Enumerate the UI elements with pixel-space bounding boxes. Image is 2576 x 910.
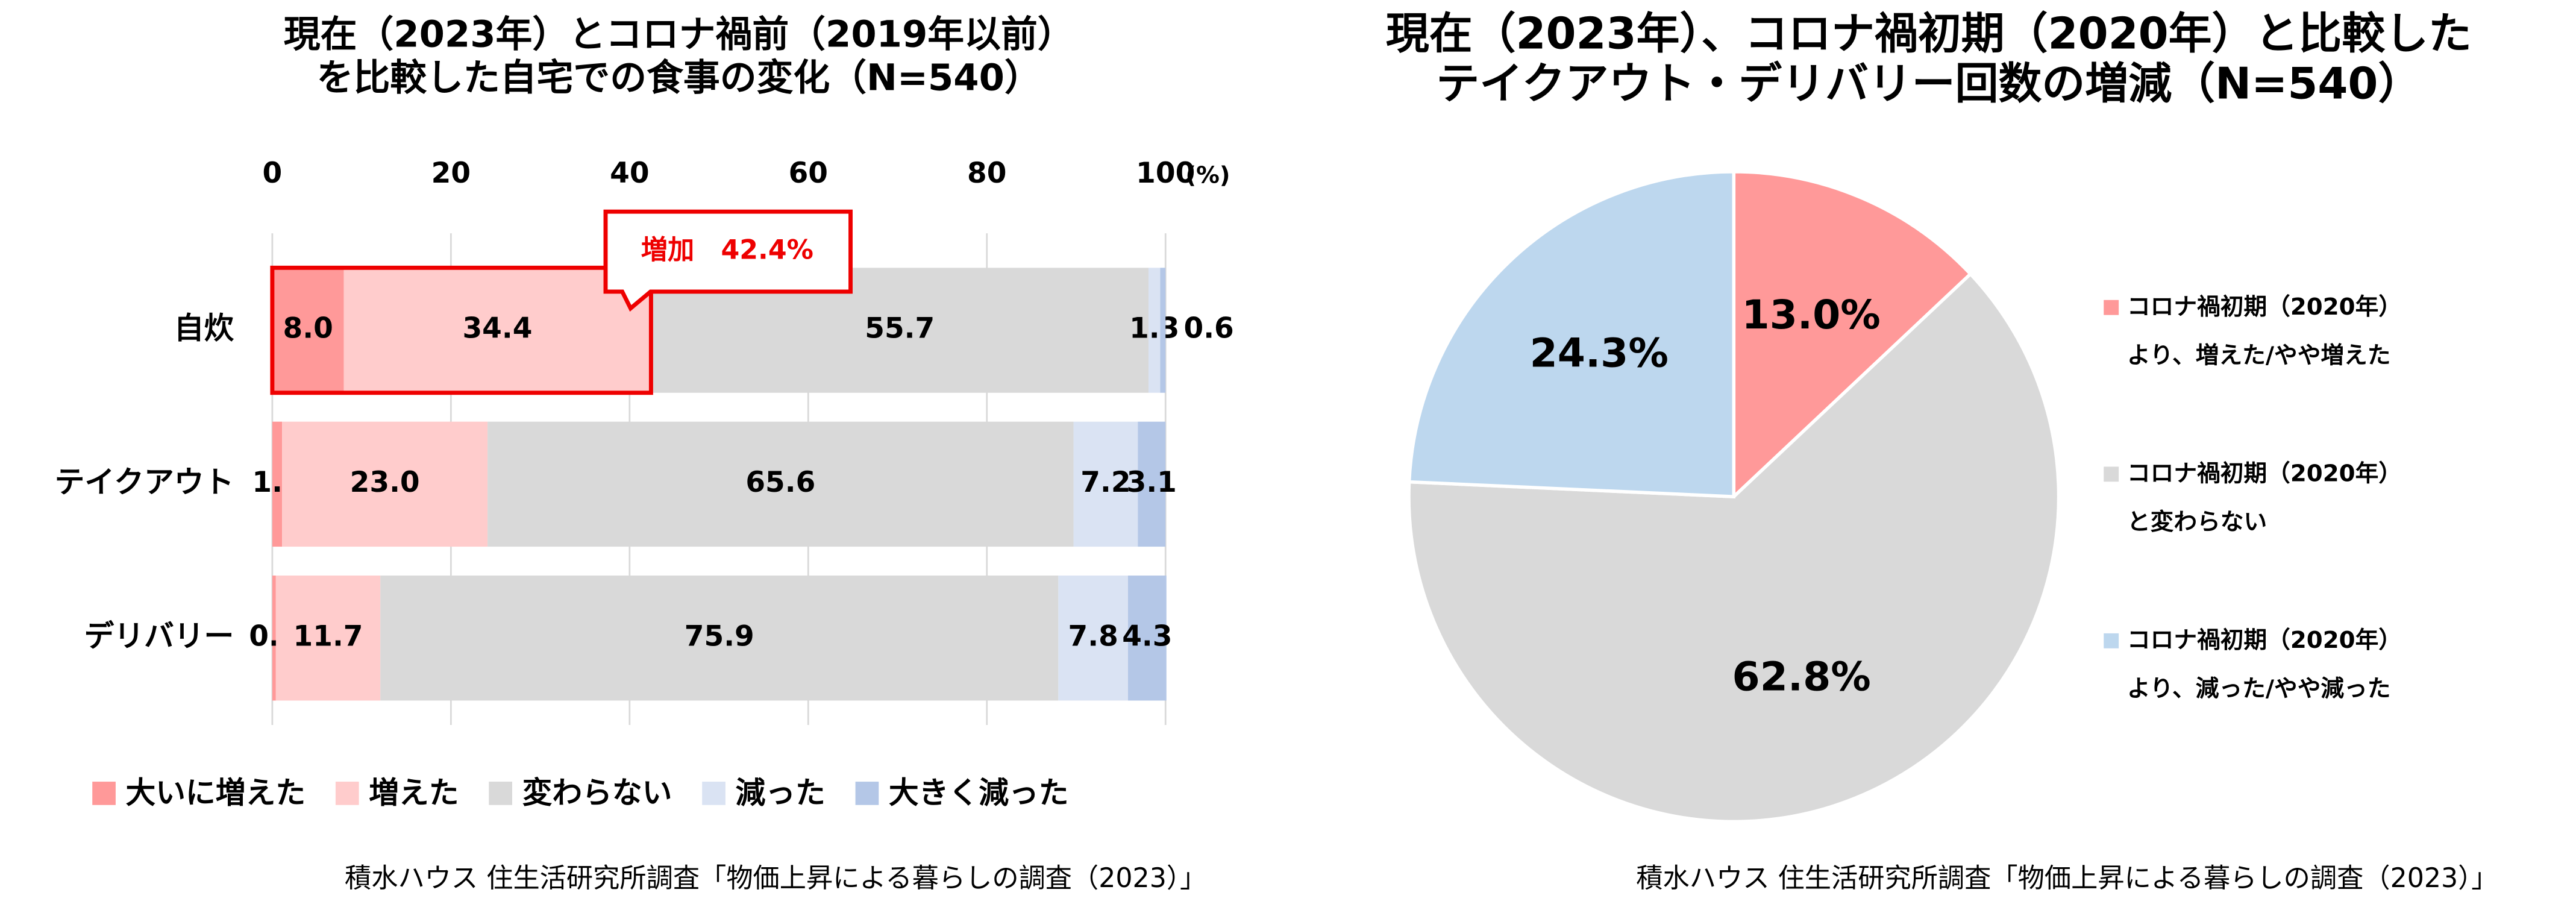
highlight-box <box>270 265 653 395</box>
x-tick-label: 100 <box>1136 157 1195 190</box>
legend-label: コロナ禍初期（2020年） <box>2127 460 2402 488</box>
legend-label: 変わらない <box>522 776 672 811</box>
value-label: 4.3 <box>1122 620 1172 653</box>
bar-segment <box>1073 421 1138 547</box>
value-label: 11.7 <box>293 620 363 653</box>
legend-swatch <box>489 782 512 805</box>
value-label: 24.3% <box>1530 329 1669 376</box>
x-tick-label: 20 <box>431 157 471 190</box>
category-label: デリバリー <box>84 618 234 653</box>
bar-segment <box>272 576 276 701</box>
legend-label: 大いに増えた <box>126 776 306 811</box>
bar-segment <box>380 576 1059 701</box>
bar-segment <box>282 421 488 547</box>
value-label: 23.0 <box>350 466 420 499</box>
x-tick-label: 0 <box>263 157 283 190</box>
bar-segment <box>1127 576 1167 701</box>
source: 積水ハウス 住生活研究所調査「物価上昇による暮らしの調査（2023）」 <box>1636 863 2498 894</box>
legend-swatch <box>855 782 879 805</box>
pie-slice <box>1407 170 1736 499</box>
value-label: 7.8 <box>1068 620 1118 653</box>
legend-swatch <box>92 782 116 805</box>
legend-label: 大きく減った <box>889 776 1069 811</box>
chart-title: 現在（2023年）とコロナ禍前（2019年以前） <box>284 13 1074 55</box>
callout <box>603 209 853 312</box>
legend-swatch <box>702 782 725 805</box>
legend-swatch <box>2104 300 2119 315</box>
legend-label: コロナ禍初期（2020年） <box>2127 627 2402 654</box>
legend-label: より、増えた/やや増えた <box>2127 342 2391 369</box>
legend-label: より、減った/やや減った <box>2127 675 2391 702</box>
legend-label: コロナ禍初期（2020年） <box>2127 293 2402 321</box>
value-label: 75.9 <box>685 620 754 653</box>
annotation: 増加 42.4% <box>641 235 813 266</box>
category-label: 自炊 <box>174 311 234 346</box>
bar-segment <box>272 268 344 393</box>
bar-segment <box>1149 268 1161 393</box>
legend-label: と変わらない <box>2127 509 2267 536</box>
bar-segment <box>1058 576 1128 701</box>
chart-title: テイクアウト・デリバリー回数の増減（N=540） <box>1436 58 2421 108</box>
x-tick-label: 60 <box>789 157 828 190</box>
legend-swatch <box>2104 466 2119 482</box>
value-label: 34.4 <box>462 312 532 345</box>
x-axis-label: (%) <box>1185 162 1230 189</box>
bar-segment <box>1138 421 1166 547</box>
value-label: 13.0% <box>1742 291 1881 338</box>
x-tick-label: 40 <box>610 157 649 190</box>
bar-segment <box>487 421 1074 547</box>
value-label: 62.8% <box>1732 653 1871 700</box>
value-label: 55.7 <box>865 312 935 345</box>
chart-title: を比較した自宅での食事の変化（N=540） <box>317 57 1041 99</box>
legend-swatch <box>2104 633 2119 648</box>
pie-slice <box>1732 170 1973 501</box>
value-label: 65.6 <box>745 466 815 499</box>
value-label: 0.6 <box>1184 312 1234 345</box>
legend-swatch <box>335 782 359 805</box>
bar-segment <box>343 268 651 393</box>
value-label: 1.3 <box>1129 312 1179 345</box>
source: 積水ハウス 住生活研究所調査「物価上昇による暮らしの調査（2023）」 <box>345 863 1206 894</box>
pie-slice <box>1407 271 2061 824</box>
chart-title: 現在（2023年）、コロナ禍初期（2020年）と比較した <box>1386 8 2472 58</box>
category-label: テイクアウト <box>55 465 234 500</box>
value-label: 7.2 <box>1080 466 1130 499</box>
bar-segment <box>1160 268 1166 393</box>
x-tick-label: 80 <box>967 157 1006 190</box>
bar-segment <box>275 576 381 701</box>
legend-label: 減った <box>736 776 826 811</box>
bar-segment <box>272 421 283 547</box>
value-label: 3.1 <box>1127 466 1177 499</box>
value-label: 8.0 <box>283 312 333 345</box>
legend-label: 増えた <box>369 776 459 811</box>
